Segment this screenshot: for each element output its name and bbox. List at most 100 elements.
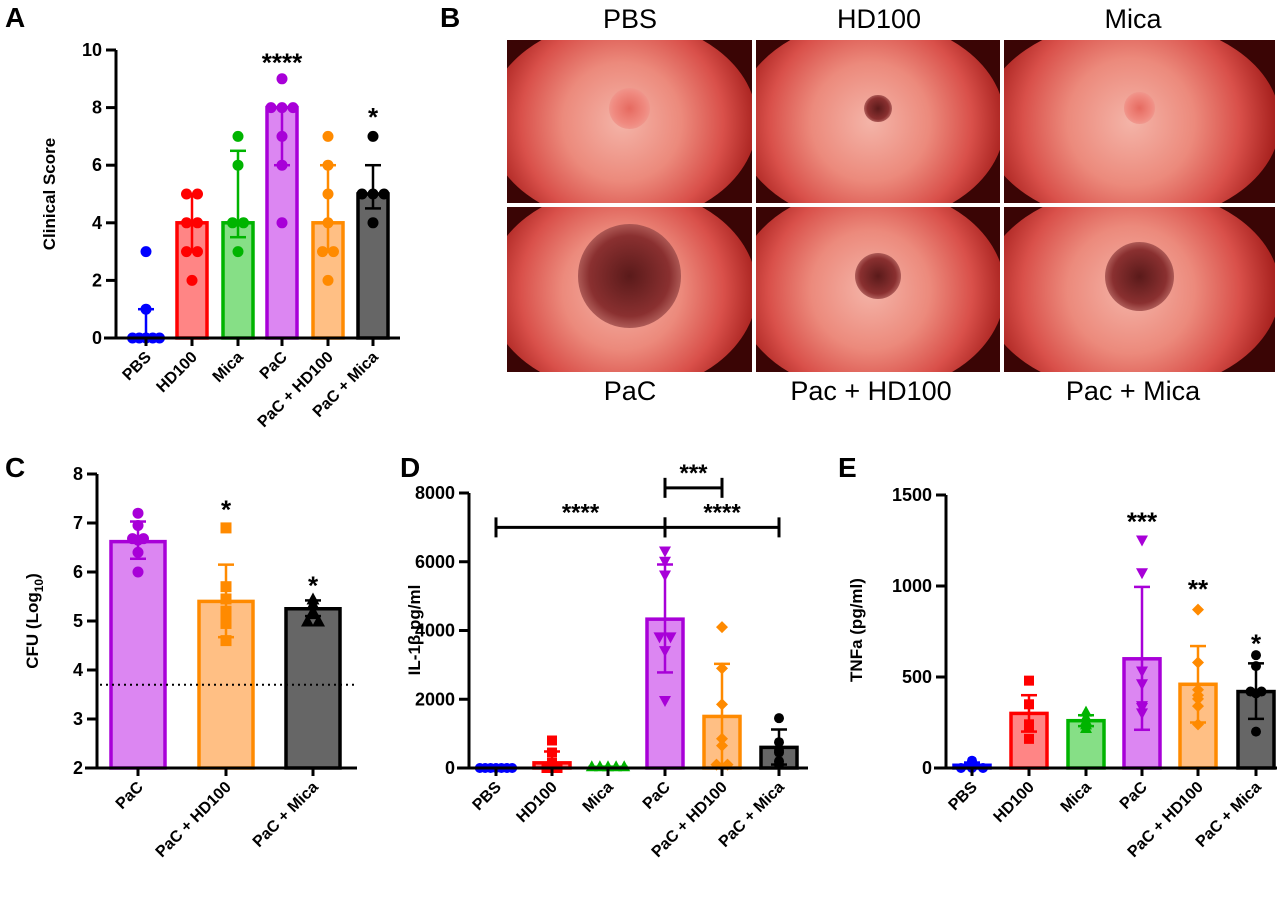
data-point-triangle (301, 614, 314, 627)
data-point-circle (1251, 650, 1261, 661)
y-axis-label-text: CFU (Log (23, 592, 42, 668)
data-point-circle (238, 217, 249, 229)
y-tick-label: 8 (92, 98, 102, 118)
y-tick-label: 2000 (415, 689, 455, 709)
panel-label-b: B (440, 2, 461, 33)
x-tick-label: HD100 (154, 349, 201, 396)
x-tick-label: Mica (1058, 779, 1095, 816)
data-point-circle (181, 217, 192, 229)
x-tick-label: PaC (113, 778, 147, 812)
y-tick-label: 4 (92, 213, 102, 233)
y-tick-label: 8 (73, 464, 83, 484)
data-point-circle (774, 713, 784, 724)
data-point-square (547, 735, 557, 746)
y-axis-label: Clinical Score (40, 138, 59, 250)
data-point-circle (367, 217, 379, 229)
data-point-circle (356, 188, 368, 200)
data-point-circle (140, 246, 152, 258)
eye-photo-pac (507, 207, 752, 372)
data-point-square (220, 635, 232, 647)
y-tick-label: 0 (445, 758, 455, 778)
data-point-circle (232, 246, 244, 258)
x-tick-label: PBS (470, 779, 506, 815)
y-tick-label: 0 (92, 328, 102, 348)
y-tick-label: 0 (922, 758, 932, 778)
eye-photo-pbs (507, 40, 752, 203)
data-point-triangle-down (659, 556, 671, 568)
significance-label: ** (1188, 574, 1209, 604)
y-axis-label: IL-1β pg/ml (405, 585, 424, 676)
eye-photo-mica (1004, 40, 1275, 203)
data-point-square (1024, 733, 1034, 744)
x-tick-label: Mica (210, 349, 247, 386)
chart-e: PBS HD100 Mica***PaC**PaC + HD100*PaC + Mi… (847, 485, 1277, 861)
y-tick-label: 5 (73, 611, 83, 631)
photo-label-hd100: HD100 (836, 4, 922, 34)
data-point-triangle-down (1136, 535, 1148, 547)
photo-label-pac-mica: Pac + Mica (1065, 376, 1201, 406)
data-point-circle (276, 217, 288, 229)
bar (109, 539, 167, 770)
x-tick-label: PaC + Mica (250, 779, 322, 851)
significance-label: * (368, 102, 379, 132)
bar (284, 607, 342, 770)
bracket-label: **** (562, 499, 600, 526)
data-point-circle (276, 73, 288, 85)
y-tick-label: 6 (92, 155, 102, 175)
panel-label-e: E (838, 452, 857, 483)
data-point-diamond (716, 621, 728, 634)
y-tick-label: 8000 (415, 483, 455, 503)
panel-label-c: C (5, 452, 26, 483)
y-axis-label-close: ) (23, 573, 42, 579)
y-tick-label: 10 (82, 40, 102, 60)
data-point-circle (265, 102, 277, 114)
chart-c: PaC * PaC + HD100 * PaC + Mica 2 3 4 5 6 7 8 CFU (Lo… (23, 464, 357, 861)
x-tick-label: HD100 (514, 779, 561, 826)
x-tick-label: PaC (257, 348, 291, 382)
data-point-circle (287, 102, 299, 114)
y-tick-label: 1000 (892, 576, 932, 596)
significance-label: * (221, 494, 232, 524)
data-point-triangle-down (659, 695, 671, 707)
data-point-triangle (1080, 721, 1092, 733)
photo-label-pac-hd100: Pac + HD100 (790, 376, 952, 406)
x-tick-label: PaC + HD100 (153, 779, 235, 861)
panel-label-d: D (400, 452, 421, 483)
significance-label: *** (1127, 506, 1158, 536)
y-tick-label: 3 (73, 709, 83, 729)
data-point-circle (322, 274, 334, 286)
bar (356, 192, 390, 340)
photo-label-pbs: PBS (602, 4, 658, 34)
data-point-square (220, 522, 232, 534)
data-point-triangle-down (653, 632, 666, 644)
data-point-circle (186, 274, 198, 286)
x-tick-label: Mica (580, 779, 617, 816)
x-tick-label: PaC (1117, 778, 1151, 812)
y-tick-label: 2 (92, 270, 102, 290)
x-tick-label: PaC (640, 778, 674, 812)
x-tick-label: HD100 (991, 779, 1038, 826)
data-point-triangle-down (664, 632, 677, 644)
data-point-circle (378, 188, 390, 200)
significance-label: * (308, 570, 319, 600)
x-tick-label: PBS (946, 779, 982, 815)
y-tick-label: 7 (73, 513, 83, 533)
data-point-diamond (1192, 603, 1204, 616)
data-point-square (1024, 675, 1034, 686)
significance-label: **** (262, 48, 303, 78)
y-axis-label: CFU (Log10) (23, 573, 46, 669)
eye-photo-hd100 (756, 40, 1000, 203)
y-tick-label: 4000 (415, 621, 455, 641)
x-tick-label: PBS (120, 349, 156, 385)
y-tick-label: 1500 (892, 485, 932, 505)
data-point-circle (132, 507, 144, 519)
y-axis-label-subscript: 10 (32, 579, 46, 593)
y-tick-label: 500 (902, 667, 932, 687)
y-tick-label: 4 (73, 660, 83, 680)
data-point-triangle-down (659, 546, 671, 558)
data-point-circle (232, 130, 244, 142)
